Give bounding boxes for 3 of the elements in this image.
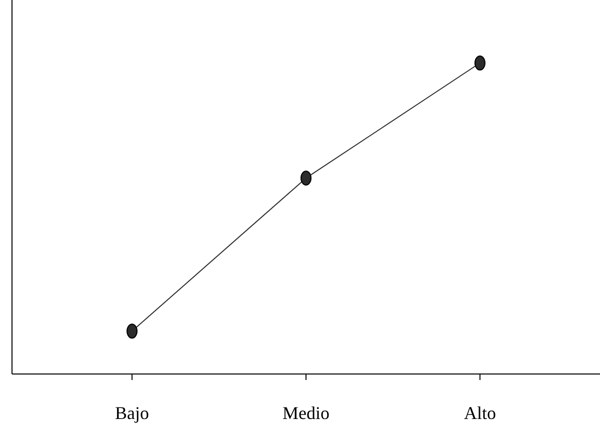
x-tick-label: Alto <box>464 403 496 423</box>
x-tick-label: Medio <box>282 403 330 423</box>
x-tick-label: Bajo <box>115 403 150 423</box>
